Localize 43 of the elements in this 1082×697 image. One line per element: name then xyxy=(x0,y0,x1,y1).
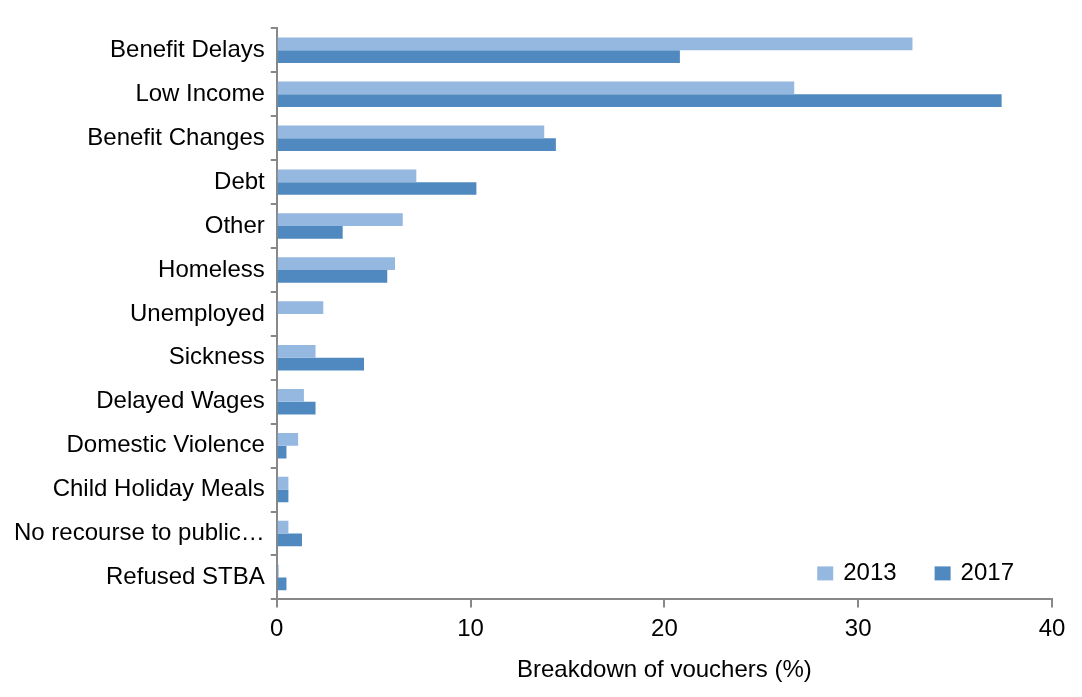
x-tick-label: 10 xyxy=(457,614,484,642)
bar xyxy=(277,125,545,139)
legend-label: 2017 xyxy=(960,558,1014,586)
bar xyxy=(277,401,316,415)
y-tick-label: Homeless xyxy=(158,254,265,282)
y-tick-label: Domestic Violence xyxy=(66,430,265,458)
bar xyxy=(277,533,302,547)
bar xyxy=(277,476,289,490)
bar xyxy=(277,269,388,283)
legend-label: 2013 xyxy=(843,558,897,586)
bar xyxy=(277,138,556,151)
y-tick-label: Low Income xyxy=(135,78,265,106)
y-tick-label: Unemployed xyxy=(130,298,265,326)
bar xyxy=(277,301,324,314)
bar xyxy=(277,432,299,446)
bar xyxy=(277,357,364,371)
bar xyxy=(277,577,287,591)
bar xyxy=(277,389,304,402)
bar xyxy=(277,257,395,270)
bar xyxy=(277,94,1002,108)
y-tick-label: Other xyxy=(204,210,265,238)
y-tick-label: Child Holiday Meals xyxy=(52,474,265,502)
x-tick-label: 0 xyxy=(270,614,284,642)
bar xyxy=(277,81,795,95)
bar xyxy=(277,50,680,64)
y-tick-label: Debt xyxy=(214,166,266,194)
y-tick-label: Benefit Changes xyxy=(87,122,265,150)
x-axis-title: Breakdown of vouchers (%) xyxy=(516,655,812,683)
bar xyxy=(277,182,477,195)
bar xyxy=(277,37,913,51)
y-tick-label: Delayed Wages xyxy=(96,386,265,414)
bar xyxy=(277,226,343,239)
y-tick-label: No recourse to public… xyxy=(14,518,265,546)
y-tick-label: Sickness xyxy=(168,342,265,370)
y-tick-label: Benefit Delays xyxy=(110,34,265,62)
x-tick-label: 40 xyxy=(1038,614,1066,642)
bar xyxy=(277,345,316,358)
bar xyxy=(277,520,289,534)
x-tick-label: 20 xyxy=(651,614,678,642)
bar xyxy=(277,213,403,227)
bar xyxy=(277,169,417,183)
y-tick-label: Refused STBA xyxy=(106,562,265,590)
x-tick-label: 30 xyxy=(844,614,872,642)
